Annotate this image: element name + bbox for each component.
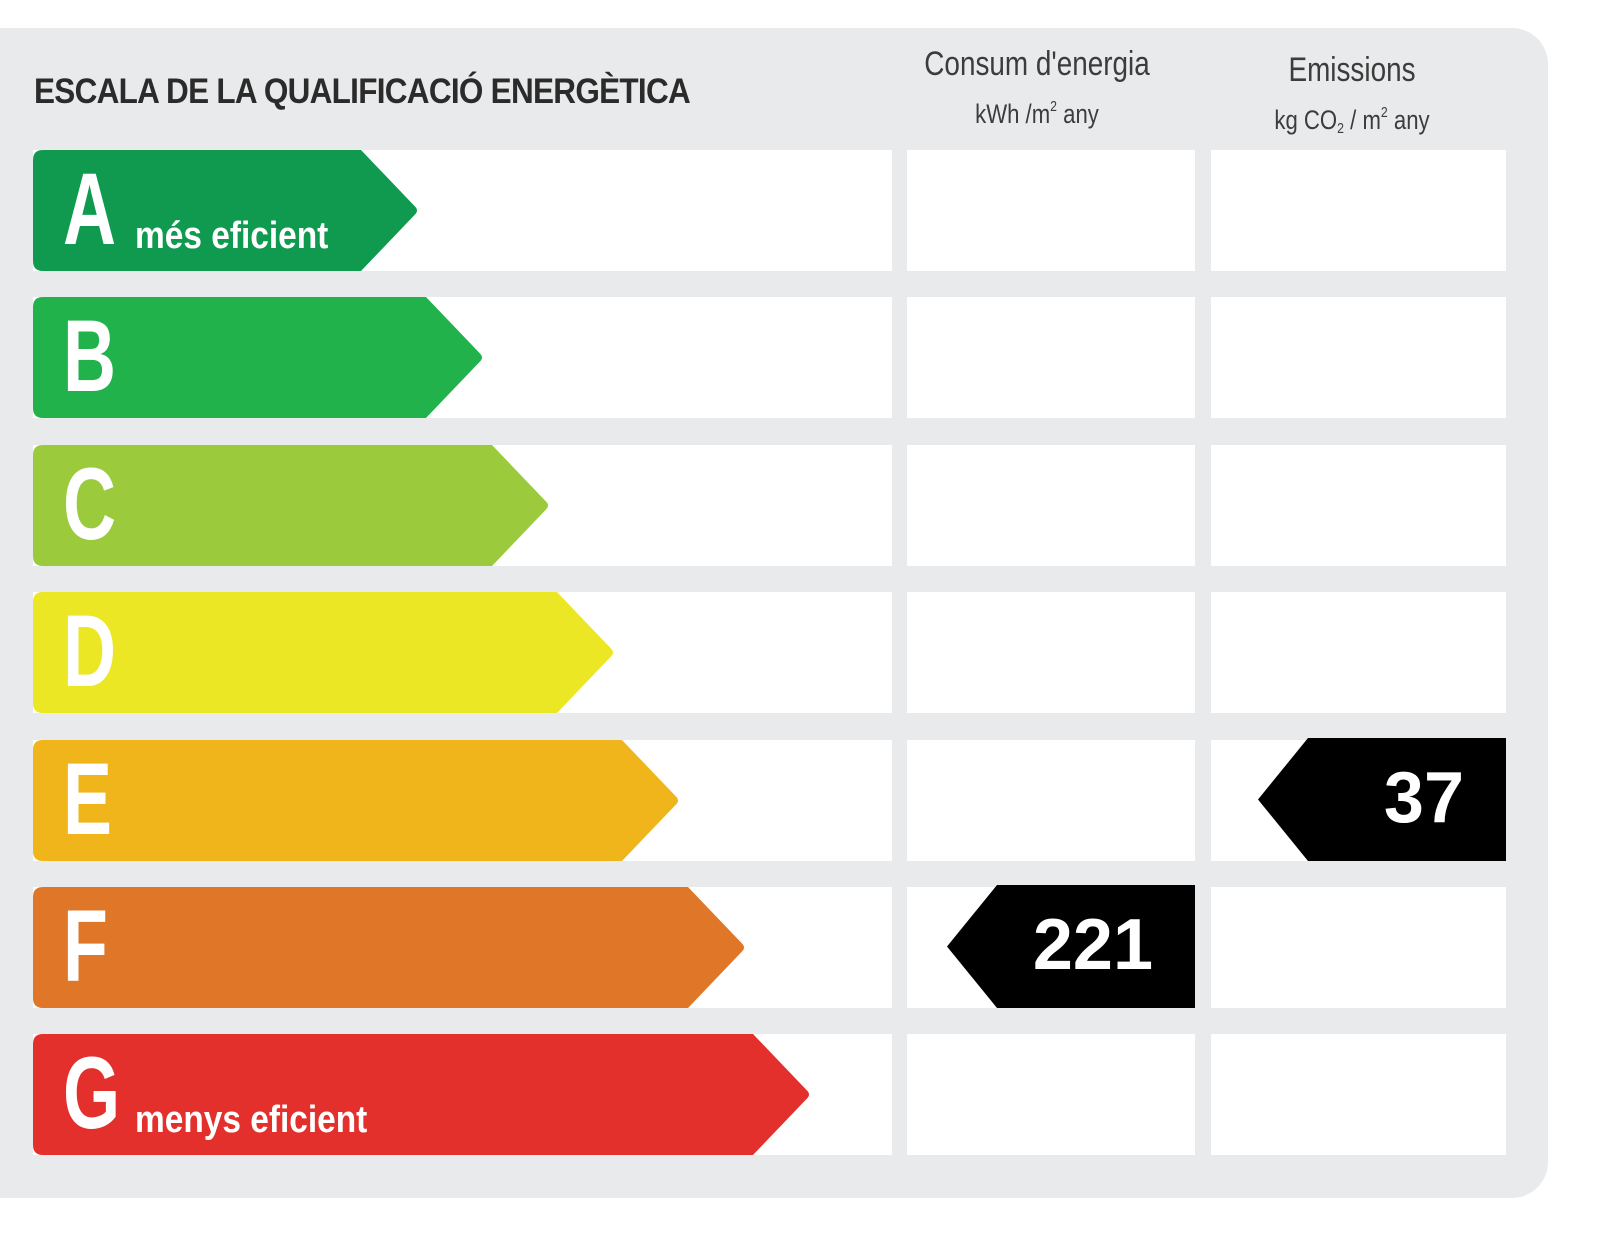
emissions-heading: Emissions	[1288, 51, 1416, 89]
energy-cell-g	[907, 1034, 1195, 1155]
band-arrow-d	[33, 592, 613, 713]
emissions-cell-a	[1211, 150, 1506, 271]
band-shape-d	[33, 592, 613, 713]
band-letter-a: A	[63, 152, 117, 266]
energy-cell-c	[907, 445, 1195, 566]
band-arrow-f	[33, 887, 744, 1008]
band-b: B	[33, 297, 484, 418]
energy-heading: Consum d'energia	[924, 45, 1150, 83]
band-d: D	[33, 592, 615, 713]
band-shape-b	[33, 297, 482, 418]
energy-cell-a	[907, 150, 1195, 271]
band-arrow-e	[33, 740, 678, 861]
band-shape-e	[33, 740, 678, 861]
emissions-cell-c	[1211, 445, 1506, 566]
energy-rating-value: 221	[1032, 905, 1153, 985]
emissions-rating-indicator: 37	[1258, 738, 1506, 861]
band-arrow-g	[33, 1034, 809, 1155]
energy-cell-e	[907, 740, 1195, 861]
emissions-cell-f	[1211, 887, 1506, 1008]
scale-title: ESCALA DE LA QUALIFICACIÓ ENERGÈTICA	[34, 72, 691, 111]
band-note-a: més eficient	[135, 215, 329, 257]
band-c: C	[33, 445, 550, 566]
emissions-rating-value: 37	[1383, 758, 1464, 838]
band-letter-c: C	[63, 447, 117, 561]
band-shape-a	[33, 150, 417, 271]
emissions-column-heading: Emissions kg CO2 / m2 any	[1237, 50, 1467, 146]
band-letter-f: F	[63, 889, 108, 1003]
emissions-cell-b	[1211, 297, 1506, 418]
band-arrow-a	[33, 150, 417, 271]
emissions-unit: kg CO2 / m2 any	[1274, 104, 1430, 137]
energy-unit: kWh /m2 any	[975, 98, 1099, 129]
band-shape-c	[33, 445, 548, 566]
energy-indicator-arrow	[947, 885, 1195, 1008]
energy-rating-indicator: 221	[947, 885, 1195, 1008]
emissions-cell-g	[1211, 1034, 1506, 1155]
band-shape-g	[33, 1034, 809, 1155]
band-f: F	[33, 887, 746, 1008]
band-letter-d: D	[63, 594, 117, 708]
emissions-indicator-arrow	[1258, 738, 1506, 861]
band-arrow-c	[33, 445, 548, 566]
band-letter-b: B	[63, 299, 117, 413]
band-shape-f	[33, 887, 744, 1008]
band-e: E	[33, 740, 680, 861]
band-note-g: menys eficient	[135, 1099, 368, 1141]
energy-cell-b	[907, 297, 1195, 418]
energy-column-heading: Consum d'energia kWh /m2 any	[922, 44, 1152, 131]
emissions-cell-d	[1211, 592, 1506, 713]
energy-cell-d	[907, 592, 1195, 713]
band-letter-g: G	[63, 1036, 121, 1150]
band-arrow-b	[33, 297, 482, 418]
band-letter-e: E	[63, 742, 112, 856]
